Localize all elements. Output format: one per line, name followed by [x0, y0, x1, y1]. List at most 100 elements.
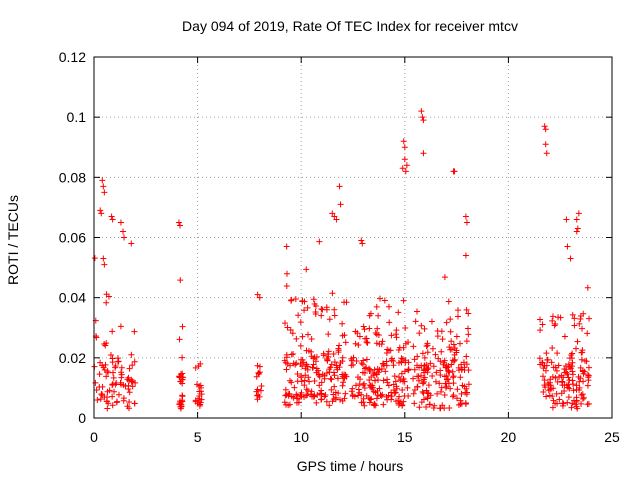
data-point: [382, 368, 389, 375]
data-point: [564, 370, 571, 377]
data-point: [126, 398, 133, 405]
data-point: [578, 356, 585, 363]
data-point: [373, 303, 380, 310]
data-point: [400, 375, 407, 382]
data-point: [543, 393, 550, 400]
data-point: [97, 396, 104, 403]
data-point: [295, 399, 302, 406]
data-point: [324, 355, 331, 362]
data-point: [111, 388, 118, 395]
data-point: [462, 400, 469, 407]
data-point: [447, 346, 454, 353]
data-point: [434, 390, 441, 397]
data-point: [303, 392, 310, 399]
data-point: [420, 117, 427, 124]
data-point: [358, 237, 365, 244]
data-point: [124, 403, 131, 410]
data-point: [423, 404, 430, 411]
data-point: [318, 390, 325, 397]
data-point: [424, 395, 431, 402]
data-point: [457, 340, 464, 347]
x-tick-label: 20: [501, 429, 517, 445]
data-point: [100, 183, 107, 190]
x-tick-label: 10: [293, 429, 309, 445]
data-point: [580, 368, 587, 375]
data-point: [568, 404, 575, 411]
data-point: [436, 380, 443, 387]
data-point: [558, 390, 565, 397]
data-point: [438, 348, 445, 355]
data-point: [552, 320, 559, 327]
data-point: [287, 327, 294, 334]
x-tick-label: 25: [604, 429, 620, 445]
data-point: [367, 366, 374, 373]
data-point: [421, 354, 428, 361]
x-tick-label: 5: [194, 429, 202, 445]
data-point: [573, 345, 580, 352]
data-point: [295, 312, 302, 319]
data-point: [331, 372, 338, 379]
data-point: [348, 388, 355, 395]
data-point: [311, 354, 318, 361]
data-point: [395, 397, 402, 404]
data-point: [175, 219, 182, 226]
data-point: [426, 401, 433, 408]
data-point: [309, 364, 316, 371]
data-point: [327, 375, 334, 382]
data-point: [421, 369, 428, 376]
data-point: [564, 399, 571, 406]
data-point: [254, 386, 261, 393]
data-point: [311, 392, 318, 399]
data-point: [253, 392, 260, 399]
data-point: [99, 177, 106, 184]
data-point: [571, 322, 578, 329]
data-point: [310, 361, 317, 368]
data-point: [360, 395, 367, 402]
data-point: [399, 165, 406, 172]
data-point: [101, 189, 108, 196]
data-point: [304, 392, 311, 399]
data-point: [441, 274, 448, 281]
data-point: [293, 391, 300, 398]
data-point: [539, 373, 546, 380]
data-point: [288, 297, 295, 304]
data-point: [109, 381, 116, 388]
data-point: [308, 388, 315, 395]
data-point: [420, 150, 427, 157]
data-point: [299, 298, 306, 305]
data-point: [568, 355, 575, 362]
data-point: [425, 382, 432, 389]
data-point: [410, 390, 417, 397]
data-point: [579, 325, 586, 332]
data-point: [585, 364, 592, 371]
data-point: [283, 366, 290, 373]
data-point: [386, 303, 393, 310]
data-point: [302, 372, 309, 379]
data-point: [293, 335, 300, 342]
data-point: [439, 336, 446, 343]
data-point: [254, 291, 261, 298]
data-point: [284, 324, 291, 331]
data-point: [104, 369, 111, 376]
data-point: [321, 375, 328, 382]
data-point: [281, 357, 288, 364]
data-point: [449, 357, 456, 364]
data-point: [549, 345, 556, 352]
data-point: [297, 342, 304, 349]
data-point: [108, 213, 115, 220]
data-point: [294, 371, 301, 378]
data-point: [98, 391, 105, 398]
data-point: [299, 333, 306, 340]
data-point: [331, 312, 338, 319]
data-point: [584, 330, 591, 337]
data-point: [286, 377, 293, 384]
data-point: [369, 382, 376, 389]
data-point: [378, 393, 385, 400]
data-point: [565, 374, 572, 381]
data-point: [103, 291, 110, 298]
data-point: [359, 240, 366, 247]
data-point: [439, 402, 446, 409]
data-point: [405, 366, 412, 373]
data-point: [298, 356, 305, 363]
